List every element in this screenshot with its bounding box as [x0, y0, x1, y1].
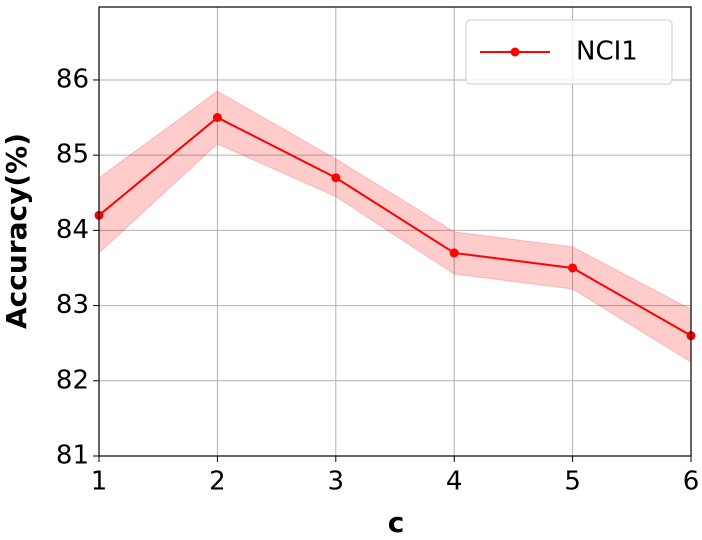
- y-axis-label: Accuracy(%): [0, 133, 33, 329]
- point: [449, 248, 459, 258]
- y-tick-label: 84: [56, 215, 89, 245]
- legend-box: [465, 19, 673, 85]
- y-tick-label: 82: [56, 365, 89, 395]
- error-band: [98, 90, 692, 363]
- y-tick-label: 85: [56, 140, 89, 170]
- x-tick-label: 4: [446, 467, 463, 497]
- line: [98, 116, 692, 337]
- y-tick-label: 86: [56, 64, 89, 94]
- y-tick-label: 81: [56, 441, 89, 471]
- legend-label: NCI1: [576, 37, 638, 67]
- x-axis-label: c: [388, 506, 405, 539]
- x-tick-label: 2: [209, 467, 226, 497]
- x-tick-label: 6: [683, 467, 700, 497]
- x-tick-label: 3: [328, 467, 345, 497]
- x-tick-label: 1: [91, 467, 108, 497]
- y-tick-label: 83: [56, 290, 89, 320]
- point: [568, 263, 578, 273]
- legend-marker: [510, 47, 520, 57]
- plot-frame: [98, 6, 692, 457]
- x-tick-label: 5: [564, 467, 581, 497]
- point: [331, 173, 341, 183]
- point: [212, 113, 222, 123]
